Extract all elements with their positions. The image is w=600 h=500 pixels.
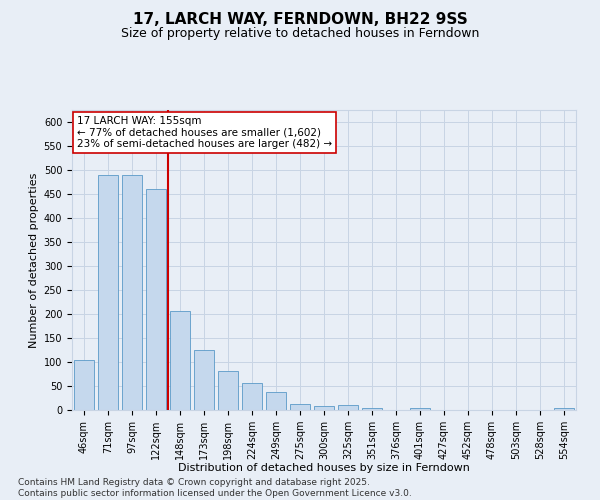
Bar	[122, 175, 142, 410]
Bar	[338, 404, 358, 410]
Text: Contains HM Land Registry data © Crown copyright and database right 2025.
Contai: Contains HM Land Registry data © Crown c…	[18, 478, 412, 498]
Bar	[74, 360, 94, 410]
Bar	[362, 408, 382, 410]
Bar	[266, 392, 286, 410]
Text: 17, LARCH WAY, FERNDOWN, BH22 9SS: 17, LARCH WAY, FERNDOWN, BH22 9SS	[133, 12, 467, 28]
Bar	[314, 406, 334, 410]
Bar	[146, 189, 166, 410]
Text: 17 LARCH WAY: 155sqm
← 77% of detached houses are smaller (1,602)
23% of semi-de: 17 LARCH WAY: 155sqm ← 77% of detached h…	[77, 116, 332, 149]
Bar	[554, 408, 574, 410]
X-axis label: Distribution of detached houses by size in Ferndown: Distribution of detached houses by size …	[178, 464, 470, 473]
Bar	[218, 370, 238, 410]
Bar	[290, 404, 310, 410]
Bar	[410, 408, 430, 410]
Bar	[170, 310, 190, 410]
Text: Size of property relative to detached houses in Ferndown: Size of property relative to detached ho…	[121, 28, 479, 40]
Bar	[242, 382, 262, 410]
Bar	[98, 175, 118, 410]
Bar	[194, 350, 214, 410]
Y-axis label: Number of detached properties: Number of detached properties	[29, 172, 40, 348]
